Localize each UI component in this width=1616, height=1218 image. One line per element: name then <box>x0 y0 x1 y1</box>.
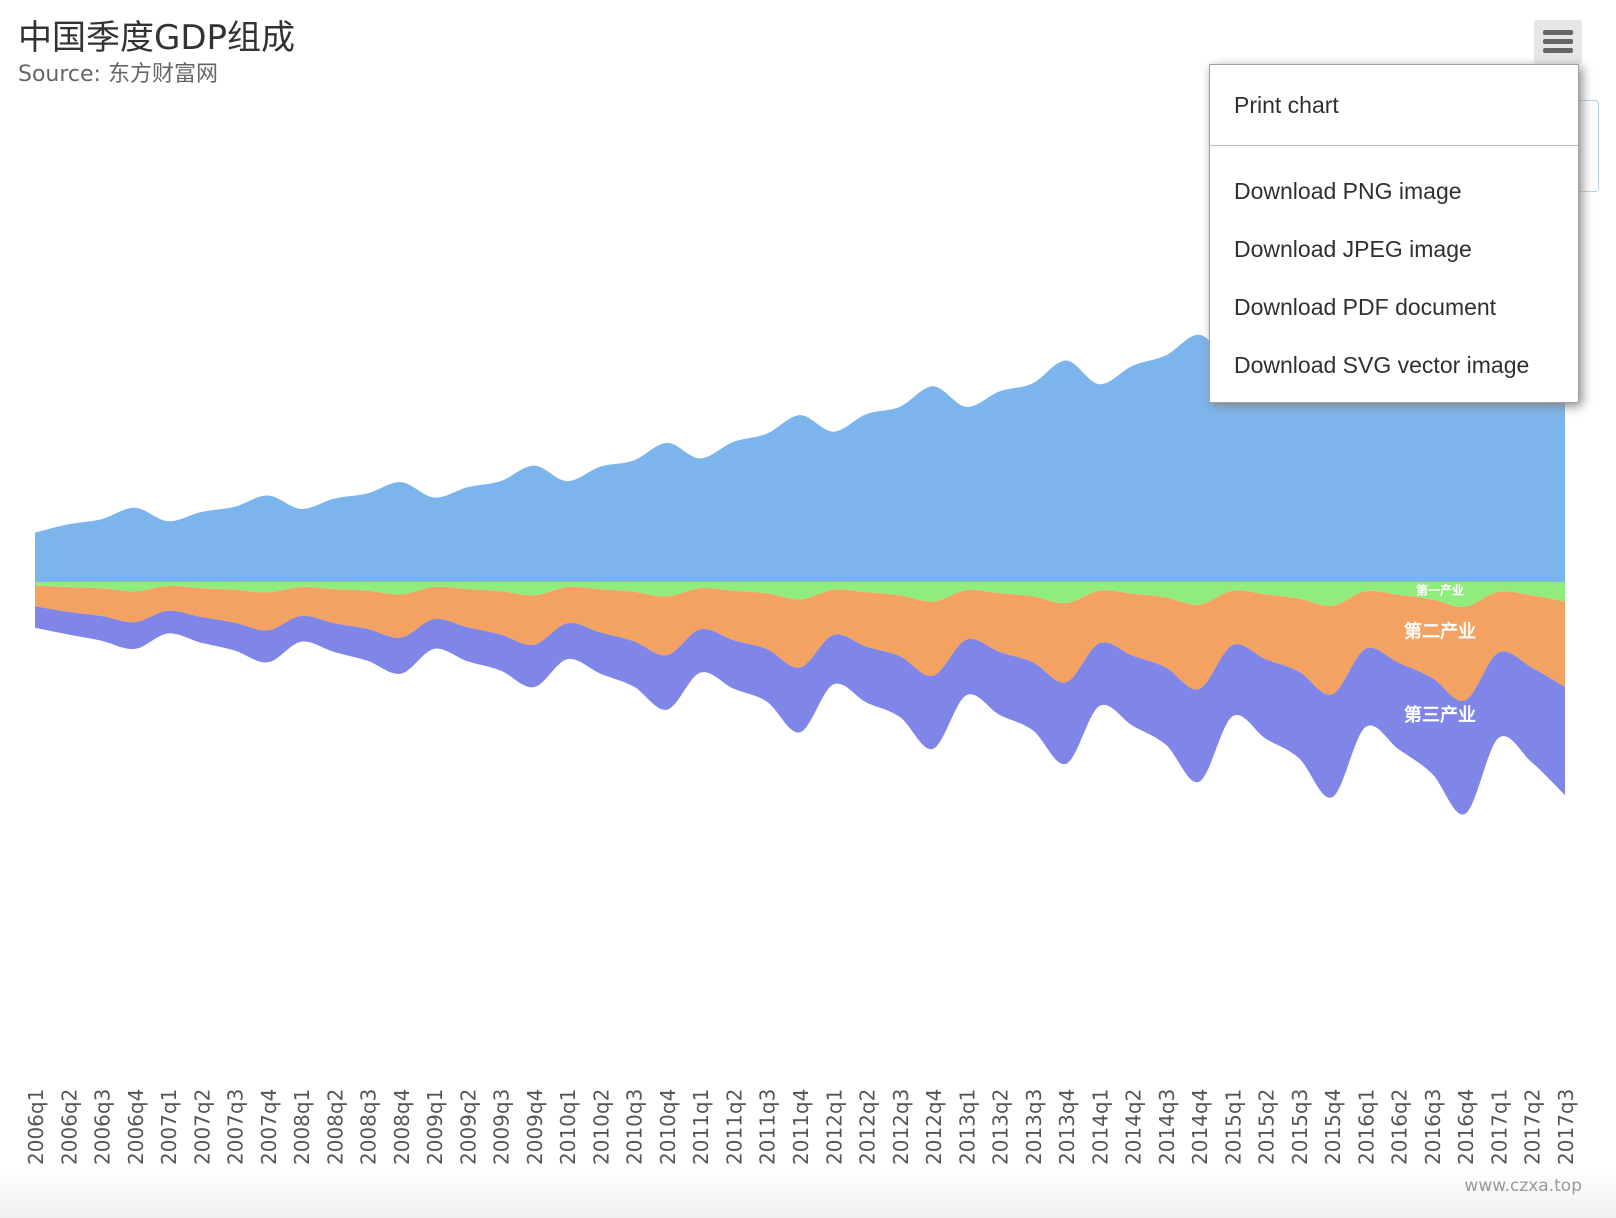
x-tick-label: 2013q1 <box>955 1089 979 1165</box>
footer-band <box>0 1168 1616 1218</box>
stream-area-4[interactable] <box>35 606 1565 815</box>
x-tick-label: 2007q4 <box>257 1089 281 1165</box>
x-tick-label: 2015q1 <box>1221 1089 1245 1165</box>
chart-credits-link[interactable]: www.czxa.top <box>1464 1176 1582 1196</box>
menu-item-download-svg[interactable]: Download SVG vector image <box>1234 352 1530 378</box>
x-tick-label: 2006q4 <box>124 1089 148 1165</box>
x-tick-label: 2009q3 <box>490 1089 514 1165</box>
x-tick-label: 2015q4 <box>1321 1089 1345 1165</box>
x-tick-label: 2006q3 <box>91 1089 115 1165</box>
x-tick-label: 2010q1 <box>556 1089 580 1165</box>
menu-item-download-png[interactable]: Download PNG image <box>1234 178 1462 204</box>
x-tick-label: 2009q4 <box>523 1089 547 1165</box>
x-tick-label: 2006q2 <box>57 1089 81 1165</box>
x-tick-label: 2015q2 <box>1255 1089 1279 1165</box>
x-tick-label: 2007q2 <box>190 1089 214 1165</box>
x-tick-label: 2011q2 <box>722 1089 746 1165</box>
menu-item-print-chart[interactable]: Print chart <box>1234 92 1339 118</box>
x-tick-label: 2012q3 <box>889 1089 913 1165</box>
x-tick-label: 2013q2 <box>989 1089 1013 1165</box>
x-tick-label: 2016q4 <box>1454 1089 1478 1165</box>
x-tick-label: 2012q4 <box>922 1089 946 1165</box>
export-menu: Print chart Download PNG image Download … <box>1209 64 1579 403</box>
menu-separator <box>1210 145 1578 146</box>
stream-area-3[interactable] <box>35 585 1565 702</box>
x-tick-label: 2016q2 <box>1388 1089 1412 1165</box>
x-tick-label: 2016q3 <box>1421 1089 1445 1165</box>
chart-subtitle: Source: 东方财富网 <box>18 62 218 87</box>
x-tick-label: 2012q2 <box>856 1089 880 1165</box>
x-tick-label: 2014q1 <box>1088 1089 1112 1165</box>
x-tick-label: 2010q4 <box>656 1089 680 1165</box>
x-tick-label: 2011q3 <box>756 1089 780 1165</box>
x-tick-label: 2008q1 <box>290 1089 314 1165</box>
x-tick-label: 2017q2 <box>1521 1089 1545 1165</box>
x-tick-label: 2007q1 <box>157 1089 181 1165</box>
x-tick-label: 2012q1 <box>822 1089 846 1165</box>
tooltip-edge <box>1578 100 1599 192</box>
x-tick-label: 2013q3 <box>1022 1089 1046 1165</box>
x-tick-label: 2008q3 <box>357 1089 381 1165</box>
hamburger-icon-line <box>1543 48 1573 53</box>
x-tick-label: 2013q4 <box>1055 1089 1079 1165</box>
x-tick-label: 2011q4 <box>789 1089 813 1165</box>
x-tick-label: 2009q2 <box>456 1089 480 1165</box>
stream-label-3: 第二产业 <box>1404 620 1476 642</box>
stream-areas <box>35 283 1565 815</box>
menu-item-download-pdf[interactable]: Download PDF document <box>1234 294 1497 320</box>
x-tick-label: 2017q3 <box>1554 1089 1578 1165</box>
x-tick-label: 2008q2 <box>323 1089 347 1165</box>
x-tick-label: 2010q2 <box>589 1089 613 1165</box>
context-menu-button[interactable] <box>1534 20 1582 64</box>
stream-label-4: 第三产业 <box>1404 704 1476 726</box>
x-tick-label: 2014q4 <box>1188 1089 1212 1165</box>
x-tick-label: 2016q1 <box>1354 1089 1378 1165</box>
stream-label-2: 第一产业 <box>1416 583 1464 598</box>
x-tick-label: 2009q1 <box>423 1089 447 1165</box>
x-tick-label: 2010q3 <box>623 1089 647 1165</box>
x-tick-label: 2014q3 <box>1155 1089 1179 1165</box>
x-tick-label: 2015q3 <box>1288 1089 1312 1165</box>
x-tick-label: 2014q2 <box>1122 1089 1146 1165</box>
chart-title: 中国季度GDP组成 <box>18 18 296 58</box>
stream-area-2[interactable] <box>35 582 1565 607</box>
x-tick-label: 2006q1 <box>24 1089 48 1165</box>
x-tick-label: 2008q4 <box>390 1089 414 1165</box>
x-tick-label: 2017q1 <box>1487 1089 1511 1165</box>
stream-area-1[interactable] <box>35 283 1565 582</box>
x-tick-label: 2007q3 <box>224 1089 248 1165</box>
hamburger-icon-line <box>1543 30 1573 35</box>
x-tick-label: 2011q1 <box>689 1089 713 1165</box>
hamburger-icon-line <box>1543 39 1573 44</box>
x-axis-tick-labels: 2006q1 2006q2 2006q3 2006q4 2007q1 2007q2 2007… <box>24 1089 1578 1165</box>
menu-item-download-jpeg[interactable]: Download JPEG image <box>1234 236 1472 262</box>
